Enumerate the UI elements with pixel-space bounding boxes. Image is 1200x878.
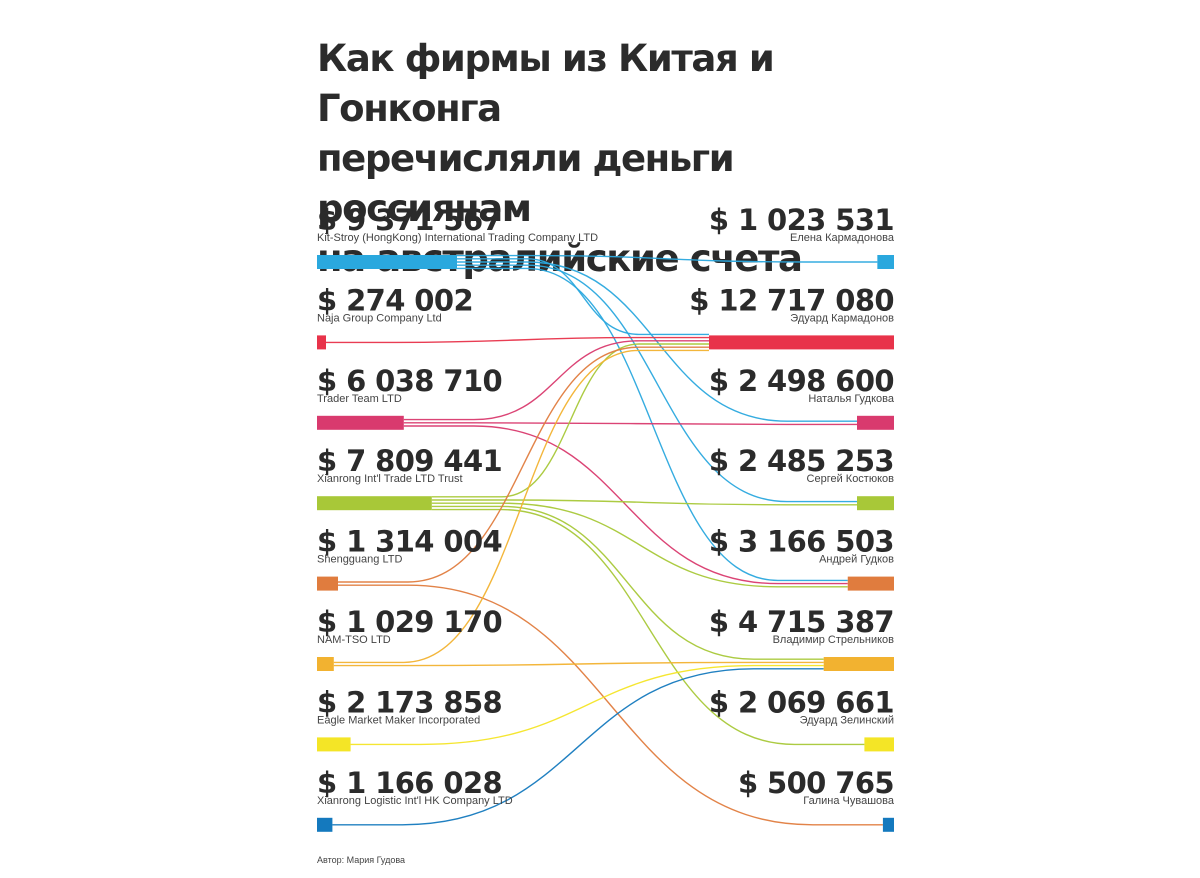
sender-amount: $ 6 038 710 bbox=[317, 364, 502, 398]
sender-name: Eagle Market Maker Incorporated bbox=[317, 714, 480, 726]
recipient-name: Галина Чувашова bbox=[803, 795, 895, 807]
recipient-amount: $ 500 765 bbox=[738, 766, 894, 800]
recipient-amount: $ 2 069 661 bbox=[709, 685, 894, 719]
sender-amount: $ 7 809 441 bbox=[317, 444, 502, 478]
flow-line bbox=[403, 340, 709, 421]
recipient-amount: $ 2 485 253 bbox=[709, 444, 894, 478]
flow-line bbox=[431, 499, 857, 506]
flow-line bbox=[457, 258, 709, 336]
flow-line bbox=[431, 508, 865, 746]
flow-line bbox=[431, 343, 709, 498]
flows-layer bbox=[326, 254, 883, 826]
flow-line bbox=[332, 668, 824, 826]
flow-line bbox=[457, 264, 857, 503]
sender-amount: $ 1 029 170 bbox=[317, 605, 502, 639]
title-line-2: перечисляли деньги россиянам bbox=[317, 137, 735, 230]
recipient-name: Владимир Стрельников bbox=[773, 634, 895, 646]
flow-line bbox=[403, 422, 857, 426]
recipient-amount: $ 2 498 600 bbox=[709, 364, 894, 398]
flow-line bbox=[457, 261, 857, 422]
recipient-amount: $ 4 715 387 bbox=[709, 605, 894, 639]
sender-amount: $ 274 002 bbox=[317, 283, 473, 317]
sender-amount: $ 1 166 028 bbox=[317, 766, 502, 800]
sender-name: Kit-Stroy (HongKong) International Tradi… bbox=[317, 232, 598, 244]
sender-name: Naja Group Company Ltd bbox=[317, 312, 442, 324]
flow-line bbox=[431, 505, 824, 660]
sender-bar bbox=[317, 335, 326, 350]
sender-bar bbox=[317, 657, 334, 671]
flow-line bbox=[333, 661, 824, 667]
sender-name: Xianrong Int'l Trade LTD Trust bbox=[317, 473, 463, 485]
nodes-layer bbox=[317, 255, 894, 832]
recipient-name: Эдуард Кармадонов bbox=[790, 312, 894, 324]
recipient-amount: $ 3 166 503 bbox=[709, 525, 894, 559]
sender-bar bbox=[317, 737, 351, 752]
sender-name: Trader Team LTD bbox=[317, 393, 402, 405]
recipient-name: Эдуард Зелинский bbox=[800, 714, 894, 726]
flow-line bbox=[403, 425, 848, 585]
recipient-bar bbox=[857, 496, 894, 511]
recipient-name: Наталья Гудкова bbox=[808, 393, 895, 405]
title-line-1: Как фирмы из Китая и Гонконга bbox=[317, 37, 775, 130]
sender-bar bbox=[317, 255, 457, 269]
recipient-bar bbox=[864, 737, 894, 752]
sender-name: NAM-TSO LTD bbox=[317, 634, 391, 646]
sender-amount: $ 9 371 567 bbox=[317, 203, 502, 237]
flow-line bbox=[457, 254, 878, 263]
sender-amount: $ 1 314 004 bbox=[317, 525, 502, 559]
flow-line bbox=[338, 346, 709, 583]
sender-bar bbox=[317, 415, 404, 430]
sender-bar bbox=[317, 496, 432, 511]
recipient-name: Елена Кармадонова bbox=[790, 232, 895, 244]
sender-bar bbox=[317, 576, 338, 591]
flow-line bbox=[431, 502, 848, 588]
flow-line bbox=[350, 664, 824, 746]
recipient-name: Андрей Гудков bbox=[819, 554, 894, 566]
recipient-bar bbox=[847, 576, 894, 591]
recipient-amount: $ 12 717 080 bbox=[689, 283, 894, 317]
sender-name: Xianrong Logistic Int'l HK Company LTD bbox=[317, 795, 513, 807]
flow-line bbox=[338, 584, 883, 826]
sender-amount: $ 2 173 858 bbox=[317, 685, 502, 719]
author-credit: Автор: Мария Гудова bbox=[317, 855, 406, 865]
recipient-name: Сергей Костюков bbox=[807, 473, 895, 485]
flow-line bbox=[326, 336, 709, 344]
recipient-bar bbox=[857, 415, 894, 430]
recipient-bar bbox=[882, 817, 894, 832]
sender-bar bbox=[317, 817, 333, 832]
recipient-amount: $ 1 023 531 bbox=[709, 203, 894, 237]
recipient-bar bbox=[823, 657, 894, 671]
recipient-bar bbox=[877, 255, 894, 269]
flow-line bbox=[333, 349, 709, 664]
sender-name: Shengguang LTD bbox=[317, 554, 402, 566]
recipient-bar bbox=[709, 335, 894, 350]
